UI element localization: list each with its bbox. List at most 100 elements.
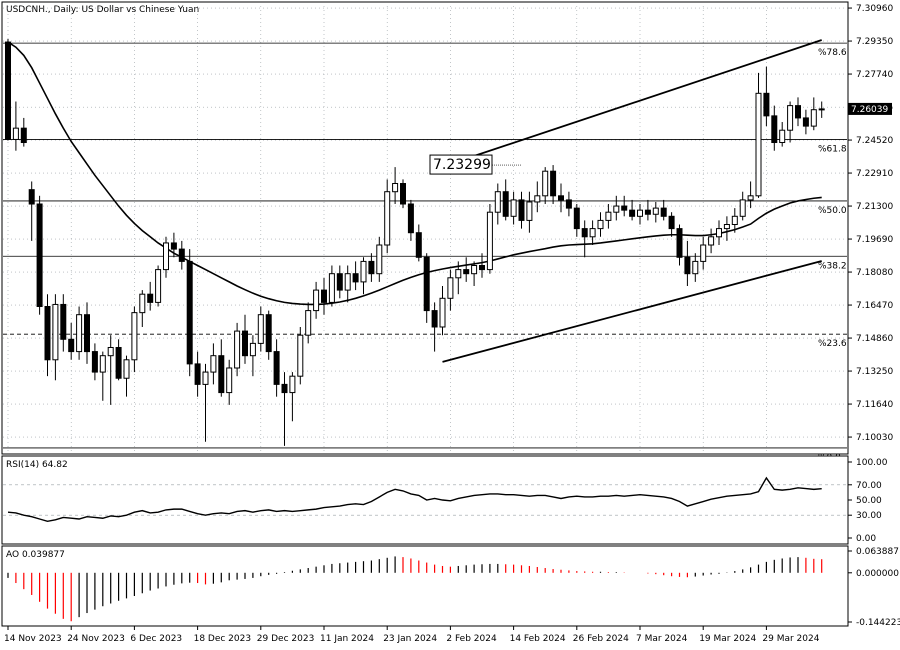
candle[interactable]: [257, 306, 264, 352]
candles[interactable]: [5, 39, 825, 446]
candle[interactable]: [589, 220, 596, 246]
candle[interactable]: [336, 265, 343, 299]
candle[interactable]: [407, 199, 414, 241]
candle[interactable]: [818, 101, 825, 118]
candle[interactable]: [234, 322, 241, 377]
candle[interactable]: [739, 191, 746, 221]
candle[interactable]: [502, 179, 509, 221]
candle[interactable]: [581, 220, 588, 258]
candle[interactable]: [542, 167, 549, 205]
candle[interactable]: [12, 101, 19, 151]
candle[interactable]: [716, 220, 722, 246]
candle[interactable]: [76, 306, 83, 360]
candle[interactable]: [534, 181, 541, 213]
candle[interactable]: [392, 167, 399, 205]
candle[interactable]: [352, 261, 359, 291]
candle[interactable]: [431, 302, 438, 352]
candle[interactable]: [486, 204, 493, 274]
candle[interactable]: [644, 199, 651, 221]
candle[interactable]: [700, 236, 707, 270]
candle[interactable]: [795, 97, 801, 127]
candle[interactable]: [163, 236, 169, 278]
candle[interactable]: [297, 326, 304, 385]
candle[interactable]: [755, 72, 762, 198]
candle[interactable]: [637, 204, 643, 225]
candle[interactable]: [313, 281, 320, 319]
candle[interactable]: [731, 208, 738, 233]
candle[interactable]: [439, 285, 446, 336]
candle[interactable]: [510, 191, 517, 225]
candle[interactable]: [5, 39, 11, 141]
candle[interactable]: [684, 240, 691, 286]
candle[interactable]: [629, 199, 636, 221]
candle[interactable]: [139, 290, 146, 327]
candle[interactable]: [368, 253, 375, 282]
candle[interactable]: [170, 232, 177, 258]
candle[interactable]: [558, 183, 564, 213]
candle[interactable]: [84, 302, 90, 364]
candle[interactable]: [613, 195, 620, 221]
candle[interactable]: [210, 343, 217, 385]
rsi-panel[interactable]: RSI(14) 64.82 100.00 70.00 50.00 30.00 0.00: [1, 455, 888, 545]
candle[interactable]: [692, 253, 699, 282]
candle[interactable]: [463, 257, 470, 282]
candle[interactable]: [115, 339, 122, 381]
candle[interactable]: [202, 363, 209, 442]
main-panel[interactable]: USDCNH., Daily: US Dollar vs Chinese Yua…: [1, 1, 893, 624]
candle[interactable]: [423, 253, 430, 323]
candle[interactable]: [471, 261, 478, 286]
candle[interactable]: [747, 181, 754, 209]
price-annotation[interactable]: 7.23299: [429, 154, 522, 175]
candle[interactable]: [226, 359, 233, 405]
candle[interactable]: [155, 265, 162, 307]
candle[interactable]: [494, 183, 501, 225]
candle[interactable]: [194, 351, 201, 397]
candle[interactable]: [676, 224, 683, 266]
candle[interactable]: [810, 97, 817, 131]
candle[interactable]: [305, 302, 312, 344]
candle[interactable]: [479, 253, 485, 278]
candle[interactable]: [186, 249, 193, 377]
candle[interactable]: [123, 355, 130, 397]
candle[interactable]: [178, 240, 185, 270]
candle[interactable]: [518, 191, 525, 229]
candle[interactable]: [605, 204, 612, 229]
candle[interactable]: [565, 191, 572, 217]
candle[interactable]: [289, 372, 296, 422]
candle[interactable]: [787, 101, 794, 143]
candle[interactable]: [668, 212, 675, 237]
candle[interactable]: [384, 179, 391, 254]
candle[interactable]: [249, 335, 256, 377]
trend-lines[interactable]: [442, 39, 822, 363]
candle[interactable]: [131, 306, 138, 373]
candle[interactable]: [44, 294, 51, 377]
candle[interactable]: [376, 236, 383, 282]
candle[interactable]: [68, 322, 75, 360]
candle[interactable]: [147, 281, 154, 311]
candle[interactable]: [218, 339, 225, 397]
candle[interactable]: [36, 195, 43, 315]
candle[interactable]: [281, 372, 288, 446]
candle[interactable]: [344, 265, 351, 303]
candle[interactable]: [621, 195, 628, 217]
candle[interactable]: [526, 191, 533, 233]
candle[interactable]: [99, 351, 106, 401]
candle[interactable]: [273, 339, 280, 397]
candle[interactable]: [597, 212, 604, 237]
candle[interactable]: [328, 265, 335, 307]
candle[interactable]: [455, 261, 462, 295]
candle[interactable]: [242, 314, 248, 364]
candle[interactable]: [415, 224, 422, 262]
candle[interactable]: [573, 204, 580, 237]
candle[interactable]: [652, 201, 659, 223]
candle[interactable]: [400, 179, 406, 209]
candle[interactable]: [360, 257, 367, 295]
candle[interactable]: [723, 216, 730, 241]
ao-panel[interactable]: AO 0.039877 0.063887 0.000000 -0.144223: [1, 545, 900, 628]
candle[interactable]: [447, 269, 454, 311]
candle[interactable]: [550, 165, 557, 205]
candle[interactable]: [60, 294, 67, 352]
candle[interactable]: [321, 277, 327, 315]
candle[interactable]: [802, 109, 809, 135]
